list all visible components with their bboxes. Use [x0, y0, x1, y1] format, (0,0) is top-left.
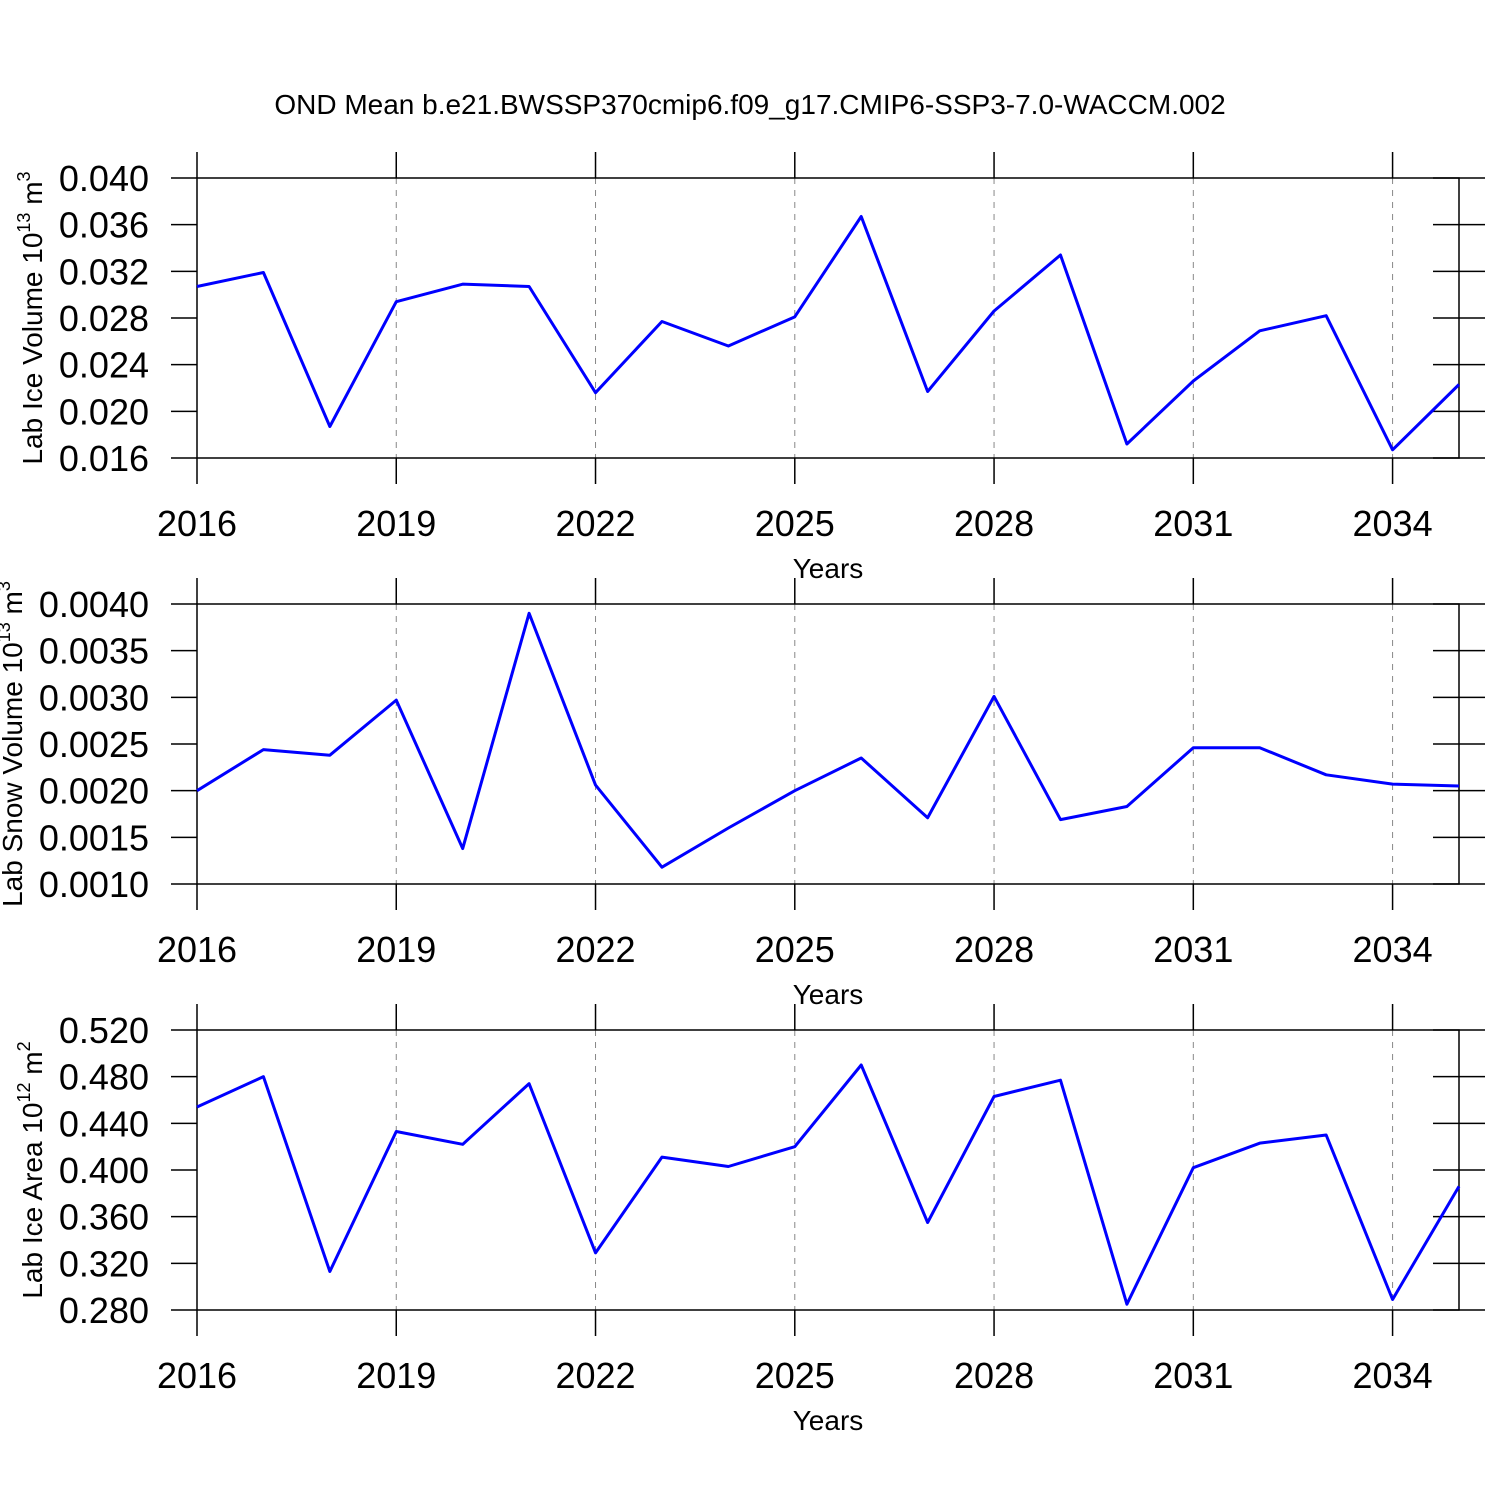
y-label-superscript: 13 [14, 213, 34, 233]
y-tick-label: 0.040 [59, 158, 149, 199]
y-tick-label: 0.028 [59, 298, 149, 339]
y-label-superscript: 12 [14, 1082, 34, 1102]
y-tick-label: 0.280 [59, 1290, 149, 1331]
y-label-text: m [0, 591, 28, 622]
x-tick-label: 2016 [157, 503, 237, 544]
x-tick-label: 2034 [1353, 503, 1433, 544]
y-tick-label: 0.024 [59, 345, 149, 386]
x-tick-label: 2019 [356, 929, 436, 970]
y-tick-label: 0.360 [59, 1197, 149, 1238]
y-axis-label: Lab Ice Area 1012 m2 [14, 1041, 48, 1298]
x-tick-label: 2022 [555, 929, 635, 970]
x-tick-label: 2031 [1153, 1355, 1233, 1396]
chart-title: OND Mean b.e21.BWSSP370cmip6.f09_g17.CMI… [274, 89, 1225, 120]
y-label-superscript: 3 [0, 581, 14, 591]
y-tick-label: 0.0025 [39, 724, 149, 765]
x-tick-label: 2025 [755, 503, 835, 544]
data-line [196, 215, 1461, 452]
y-tick-label: 0.480 [59, 1057, 149, 1098]
y-label-superscript: 3 [14, 171, 34, 181]
plot-frame [196, 177, 1460, 459]
x-tick-label: 2016 [157, 1355, 237, 1396]
x-axis-label: Years [793, 979, 864, 1010]
x-tick-label: 2031 [1153, 929, 1233, 970]
plot-frame [196, 1029, 1460, 1311]
y-label-text: Lab Ice Area 10 [17, 1103, 48, 1299]
x-tick-label: 2016 [157, 929, 237, 970]
y-tick-label: 0.032 [59, 251, 149, 292]
y-tick-label: 0.0010 [39, 864, 149, 905]
y-tick-label: 0.020 [59, 391, 149, 432]
y-label-superscript: 13 [0, 622, 14, 642]
x-tick-label: 2028 [954, 1355, 1034, 1396]
y-tick-label: 0.0035 [39, 631, 149, 672]
y-label-text: m [17, 181, 48, 212]
x-axis-label: Years [793, 553, 864, 584]
y-tick-label: 0.016 [59, 438, 149, 479]
y-label-text: Lab Snow Volume 10 [0, 642, 28, 907]
x-tick-label: 2025 [755, 929, 835, 970]
y-tick-label: 0.520 [59, 1010, 149, 1051]
x-tick-label: 2019 [356, 1355, 436, 1396]
x-tick-label: 2022 [555, 503, 635, 544]
data-line [196, 1063, 1461, 1306]
x-tick-label: 2022 [555, 1355, 635, 1396]
x-tick-label: 2028 [954, 929, 1034, 970]
x-tick-label: 2025 [755, 1355, 835, 1396]
y-tick-label: 0.0015 [39, 817, 149, 858]
y-tick-label: 0.036 [59, 205, 149, 246]
x-tick-label: 2028 [954, 503, 1034, 544]
y-tick-label: 0.0030 [39, 677, 149, 718]
x-tick-label: 2019 [356, 503, 436, 544]
y-tick-label: 0.320 [59, 1243, 149, 1284]
y-tick-label: 0.400 [59, 1150, 149, 1191]
plot-frame [196, 603, 1460, 885]
y-label-text: m [17, 1051, 48, 1082]
y-tick-label: 0.0040 [39, 584, 149, 625]
y-label-text: Lab Ice Volume 10 [17, 233, 48, 465]
x-tick-label: 2034 [1353, 929, 1433, 970]
x-axis-label: Years [793, 1405, 864, 1436]
y-tick-label: 0.0020 [39, 771, 149, 812]
y-axis-label: Lab Snow Volume 1013 m3 [0, 581, 28, 907]
data-line [196, 611, 1460, 869]
x-tick-label: 2031 [1153, 503, 1233, 544]
y-label-superscript: 2 [14, 1041, 34, 1051]
y-tick-label: 0.440 [59, 1103, 149, 1144]
x-tick-label: 2034 [1353, 1355, 1433, 1396]
y-axis-label: Lab Ice Volume 1013 m3 [14, 171, 48, 464]
